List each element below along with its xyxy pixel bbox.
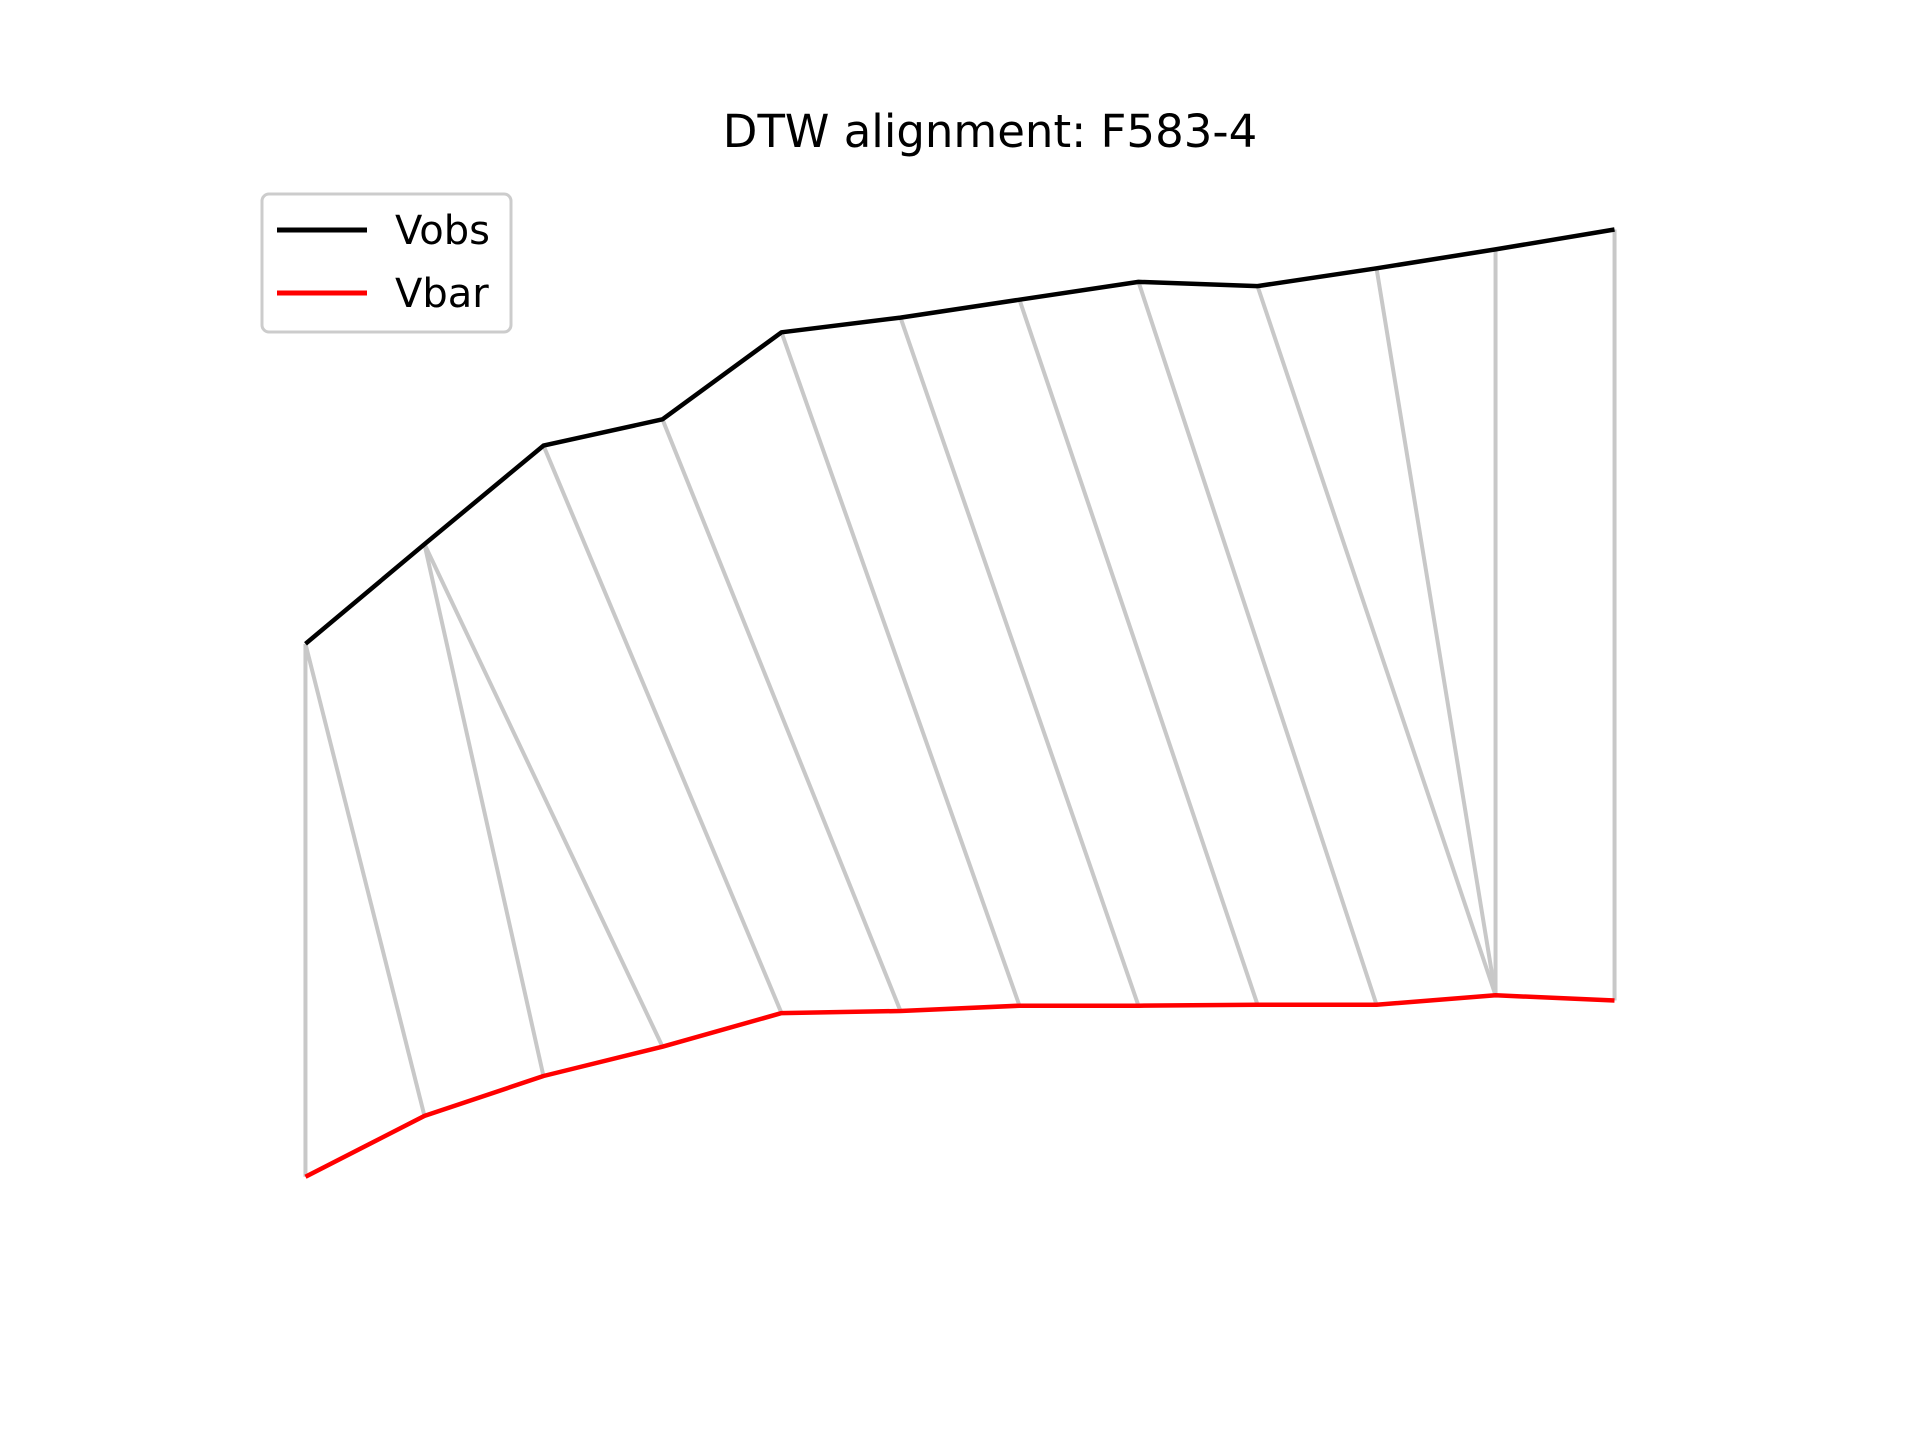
alignment-line-4-6 <box>779 331 1022 1007</box>
legend: Vobs Vbar <box>260 192 513 334</box>
alignment-line-8-10 <box>1255 285 1498 996</box>
chart-title: DTW alignment: F583-4 <box>723 105 1257 158</box>
legend-label-vbar: Vbar <box>395 271 489 317</box>
alignment-line-0-1 <box>303 643 427 1117</box>
alignment-line-2-4 <box>541 444 784 1014</box>
series-line-vbar <box>304 993 1615 1179</box>
legend-label-vobs: Vobs <box>395 208 490 254</box>
alignment-line-9-10 <box>1374 267 1498 996</box>
alignment-line-1-3 <box>422 543 665 1048</box>
series-lines <box>304 227 1615 1179</box>
alignment-line-5-7 <box>898 316 1141 1007</box>
alignment-lines <box>303 229 1617 1177</box>
series-line-vobs <box>304 227 1615 646</box>
alignment-line-3-5 <box>660 418 903 1012</box>
alignment-line-1-2 <box>422 543 546 1077</box>
alignment-line-6-8 <box>1017 299 1260 1006</box>
alignment-line-7-9 <box>1136 281 1379 1006</box>
